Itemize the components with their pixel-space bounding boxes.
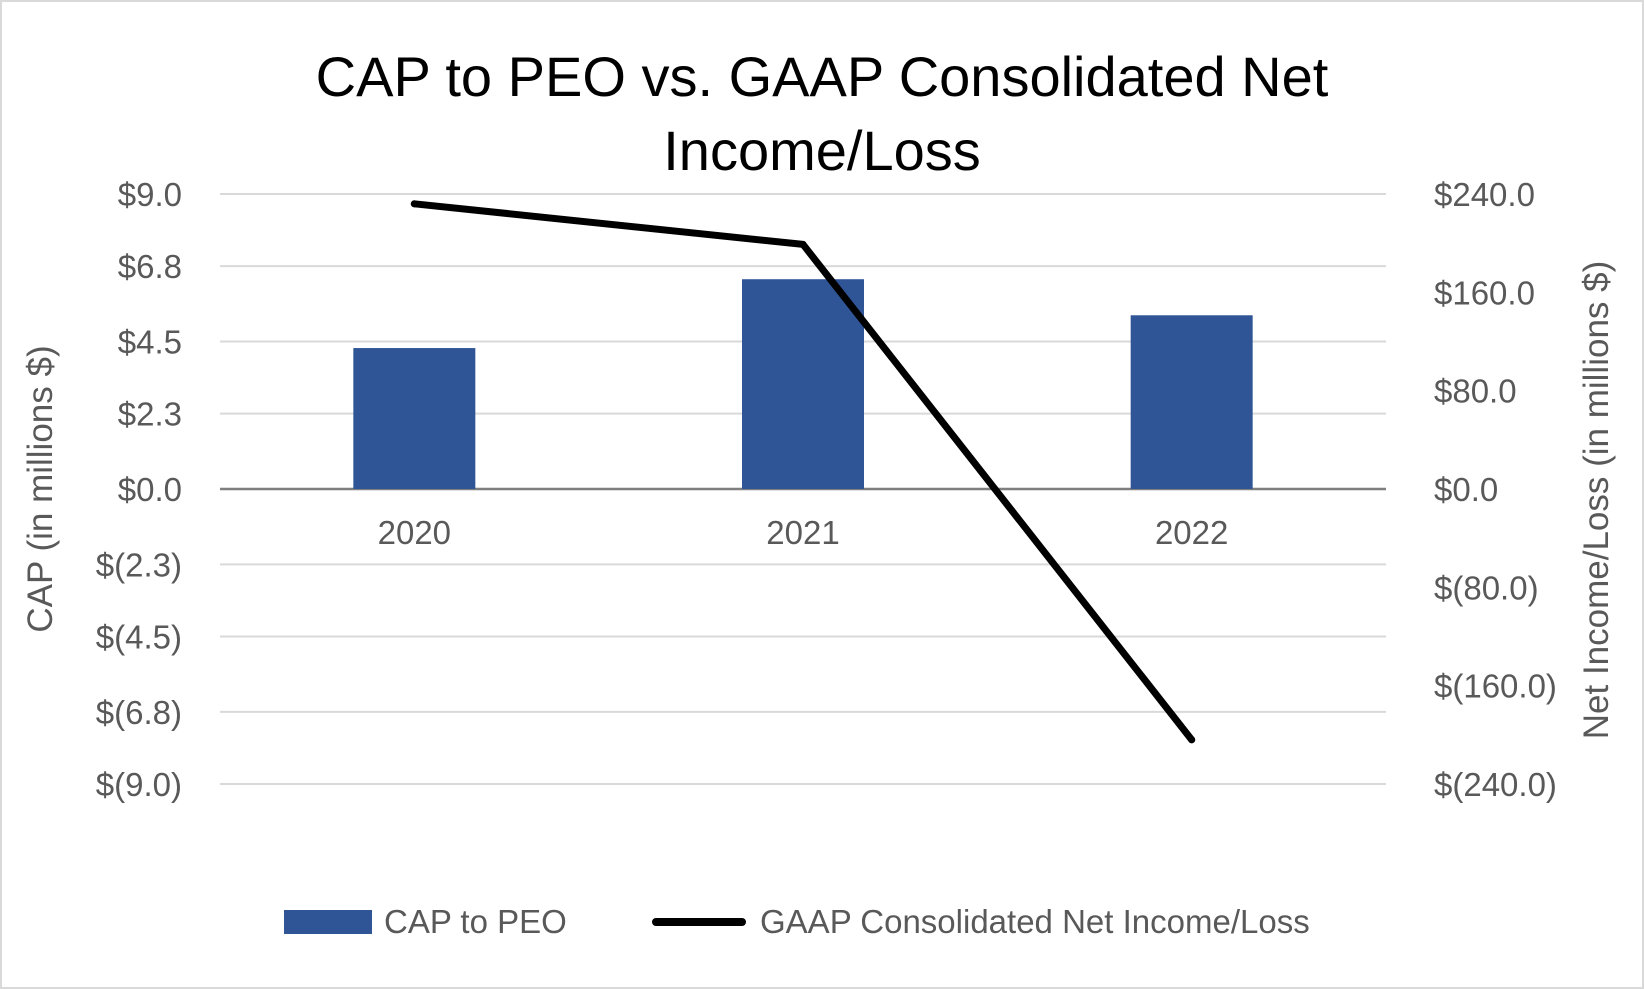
line-point-net-income-2022[interactable]: [1188, 736, 1196, 744]
right-tick-label: $80.0: [1434, 373, 1517, 410]
right-tick-label: $(80.0): [1434, 569, 1539, 606]
bar-cap-to-peo-2021[interactable]: [742, 279, 864, 489]
left-axis-title: CAP (in millions $): [21, 345, 60, 632]
left-tick-label: $4.5: [118, 324, 182, 361]
legend-swatch-cap-to-peo: [284, 910, 372, 934]
right-tick-label: $(160.0): [1434, 668, 1557, 705]
left-tick-label: $(4.5): [96, 619, 182, 656]
right-tick-label: $240.0: [1434, 176, 1535, 213]
chart-title-line-1: CAP to PEO vs. GAAP Consolidated Net: [316, 45, 1329, 108]
category-label: 2022: [1155, 514, 1228, 551]
bar-cap-to-peo-2022[interactable]: [1130, 315, 1253, 489]
right-tick-label: $0.0: [1434, 471, 1498, 508]
left-tick-label: $6.8: [118, 248, 182, 285]
left-tick-label: $(2.3): [96, 546, 182, 583]
left-tick-label: $0.0: [118, 471, 182, 508]
right-tick-label: $(240.0): [1434, 766, 1557, 803]
chart-title-line-2: Income/Loss: [663, 119, 981, 182]
right-axis-title: Net Income/Loss (in millions $): [1577, 261, 1616, 740]
right-tick-label: $160.0: [1434, 274, 1535, 311]
left-tick-label: $(9.0): [96, 766, 182, 803]
left-tick-label: $2.3: [118, 396, 182, 433]
legend-label-cap-to-peo: CAP to PEO: [384, 903, 567, 940]
line-point-net-income-2021[interactable]: [799, 240, 807, 248]
category-label: 2021: [766, 514, 839, 551]
left-tick-label: $9.0: [118, 176, 182, 213]
bar-cap-to-peo-2020[interactable]: [353, 348, 476, 489]
line-point-net-income-2020[interactable]: [410, 200, 418, 208]
left-tick-label: $(6.8): [96, 694, 182, 731]
legend-label-net-income: GAAP Consolidated Net Income/Loss: [760, 903, 1310, 940]
category-label: 2020: [378, 514, 451, 551]
